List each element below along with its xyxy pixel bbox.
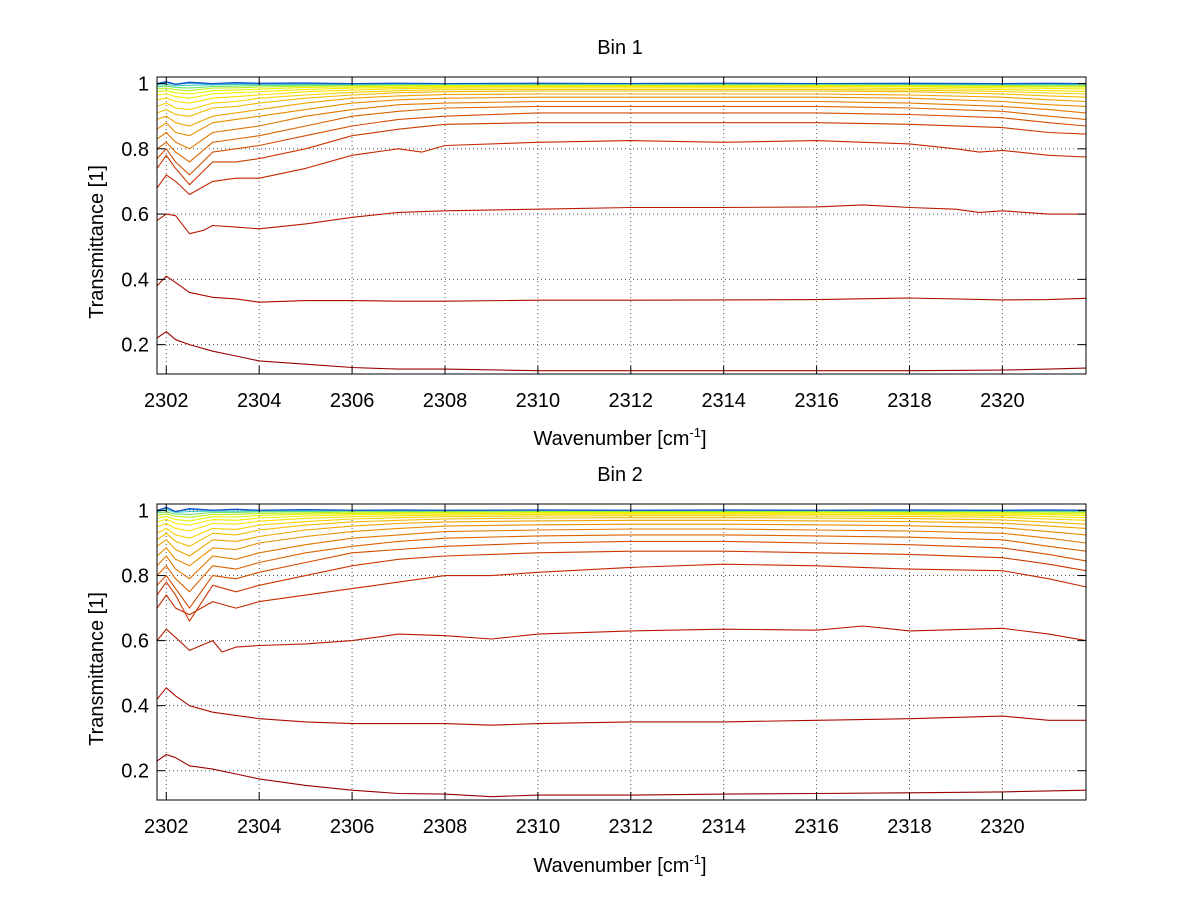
series-line <box>157 122 1086 186</box>
y-tick-label: 0.8 <box>121 139 149 161</box>
plot-area: 2302 2304 2306 2308 2310 2312 2314 2316 2318 2320… <box>121 74 1087 412</box>
series-line <box>157 511 1086 522</box>
series-line <box>157 515 1086 539</box>
x-axis-label: Wavenumber [cm-1] <box>533 852 706 877</box>
series-line <box>157 528 1086 580</box>
x-tick-label: 2316 <box>794 816 839 838</box>
chart-bin-1: Bin 1 2302 2304 2306 2308 2310 2312 2314 2316 23… <box>86 37 1087 450</box>
series-line <box>157 112 1086 176</box>
y-tick-label: 0.4 <box>121 696 149 718</box>
series-line <box>157 550 1086 622</box>
chart-title: Bin 2 <box>597 464 643 486</box>
series-line <box>157 519 1086 557</box>
series-line <box>157 84 1086 95</box>
series-line <box>157 753 1086 798</box>
x-axis-label-main: Wavenumber [cm <box>533 855 689 877</box>
x-axis-label-superscript: -1 <box>689 852 701 867</box>
x-tick-label: 2306 <box>330 816 375 838</box>
series-line <box>157 540 1086 609</box>
series-line <box>157 88 1086 111</box>
series-line <box>157 563 1086 616</box>
series-line <box>157 275 1086 303</box>
x-axis-label: Wavenumber [cm-1] <box>533 425 706 450</box>
x-tick-label: 2318 <box>887 816 932 838</box>
x-tick-label: 2302 <box>144 390 189 412</box>
x-tick-label: 2316 <box>794 390 839 412</box>
series-line <box>157 204 1086 235</box>
series-line <box>157 96 1086 137</box>
y-tick-label: 1 <box>138 501 149 523</box>
y-tick-label: 0.4 <box>121 269 149 291</box>
x-tick-label: 2304 <box>237 390 282 412</box>
series-line <box>157 625 1086 653</box>
y-tick-label: 1 <box>138 74 149 96</box>
axes-frame <box>156 76 1087 375</box>
series-line <box>157 523 1086 567</box>
axes-background <box>157 504 1086 800</box>
y-tick-label: 0.8 <box>121 566 149 588</box>
series-line <box>157 687 1086 726</box>
series-line <box>157 513 1086 532</box>
series-line <box>157 105 1086 163</box>
x-tick-label: 2308 <box>423 390 468 412</box>
x-tick-label: 2310 <box>516 816 561 838</box>
series-line <box>157 87 1086 104</box>
series-line <box>157 534 1086 593</box>
x-tick-label: 2304 <box>237 816 282 838</box>
x-tick-label: 2308 <box>423 816 468 838</box>
y-tick-label: 0.2 <box>121 761 149 783</box>
series-line <box>157 100 1086 150</box>
y-tick-label: 0.2 <box>121 335 149 357</box>
x-tick-label: 2314 <box>701 390 746 412</box>
y-tick-label: 0.6 <box>121 631 149 653</box>
series-line <box>157 93 1086 127</box>
x-tick-label: 2312 <box>609 390 654 412</box>
chart-bin-2: Bin 2 2302 2304 2306 2308 2310 2312 2314 2316 23… <box>86 464 1087 877</box>
x-tick-label: 2310 <box>516 390 561 412</box>
series-line <box>157 140 1086 196</box>
x-tick-label: 2312 <box>609 816 654 838</box>
y-axis-label: Transmittance [1] <box>86 165 108 319</box>
plot-area: 2302 2304 2306 2308 2310 2312 2314 2316 2318 2320… <box>121 501 1087 838</box>
series-line <box>157 85 1086 99</box>
x-tick-label: 2320 <box>980 816 1025 838</box>
chart-title: Bin 1 <box>597 37 643 59</box>
axes-background <box>157 77 1086 374</box>
x-axis-label-end: ] <box>701 855 707 877</box>
x-tick-label: 2314 <box>701 816 746 838</box>
y-axis-label: Transmittance [1] <box>86 592 108 746</box>
x-tick-label: 2306 <box>330 390 375 412</box>
y-tick-label: 0.6 <box>121 204 149 226</box>
x-tick-label: 2320 <box>980 390 1025 412</box>
x-axis-label-main: Wavenumber [cm <box>533 428 689 450</box>
x-tick-label: 2318 <box>887 390 932 412</box>
axes-frame <box>156 503 1087 801</box>
x-tick-label: 2302 <box>144 816 189 838</box>
series-line <box>157 512 1086 526</box>
series-line <box>157 517 1086 547</box>
x-axis-label-superscript: -1 <box>689 425 701 440</box>
series-line <box>157 90 1086 117</box>
x-axis-label-end: ] <box>701 428 707 450</box>
